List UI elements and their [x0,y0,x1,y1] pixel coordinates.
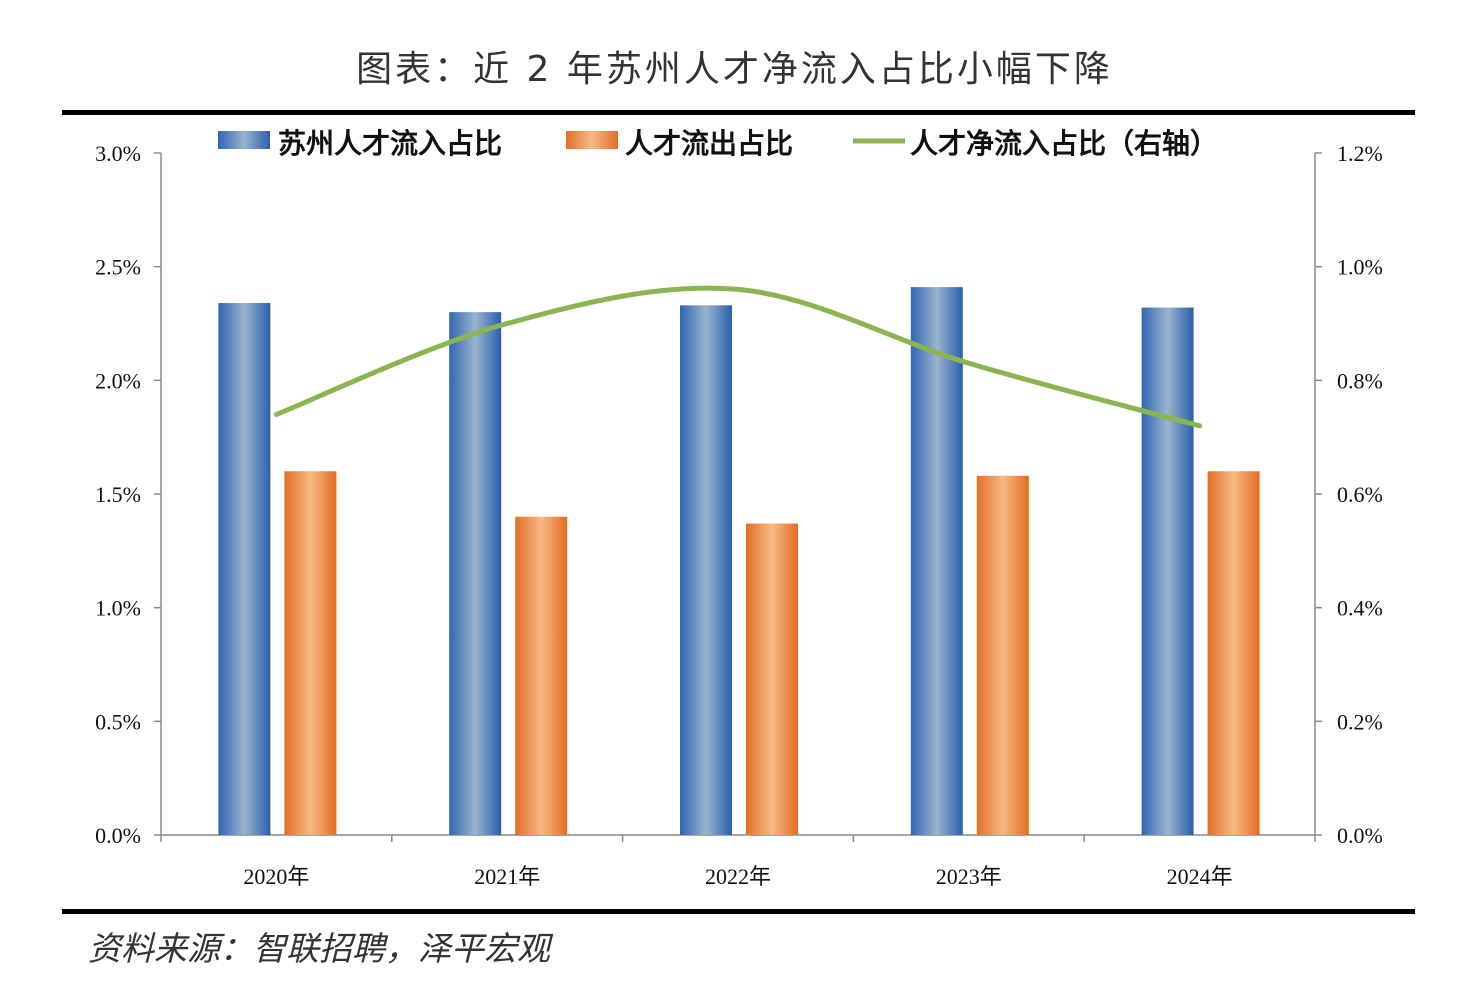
legend-swatch-inflow [218,131,270,149]
top-rule [62,110,1415,115]
bottom-rule [62,909,1415,914]
y-left-tick-label: 2.5% [95,255,141,280]
inflow-bar [680,305,732,835]
inflow-bar [1141,307,1194,835]
outflow-bar [746,523,798,835]
y-left-tick-label: 0.5% [95,709,141,734]
legend-label-outflow: 人才流出占比 [625,127,793,160]
y-right-tick-label: 0.6% [1337,482,1383,507]
outflow-bar [1207,471,1260,835]
axes: 0.0% 0.5% 1.0% 1.5% 2.0% 2.5% 3.0% 0.0% 0.2% 0.4%… [95,141,1383,889]
legend: 苏州人才流入占比 人才流出占比 人才净流入占比（右轴） [218,127,1218,160]
y-left-tick-label: 1.0% [95,596,141,621]
outflow-bar [284,471,337,835]
y-left-tick-label: 1.5% [95,482,141,507]
legend-label-net: 人才净流入占比（右轴） [910,127,1218,160]
y-left-tick-label: 0.0% [95,823,141,848]
legend-swatch-outflow [566,131,618,149]
outflow-bar [515,516,568,835]
net-inflow-path [273,285,1203,429]
y-left-tick-label: 2.0% [95,368,141,393]
y-right-tick-label: 0.2% [1337,709,1383,734]
x-tick-label: 2022年 [705,864,771,889]
y-right-tick-label: 1.2% [1337,141,1383,166]
x-tick-label: 2024年 [1167,864,1233,889]
inflow-bar [218,303,271,835]
inflow-bar [449,312,502,836]
inflow-bar [910,287,963,835]
x-tick-label: 2021年 [474,864,540,889]
y-left-tick-label: 3.0% [95,141,141,166]
source-note: 资料来源：智联招聘，泽平宏观 [88,929,550,968]
y-right-tick-label: 0.0% [1337,823,1383,848]
chart-title: 图表：近 2 年苏州人才净流入占比小幅下降 [356,49,1113,90]
bars [218,287,1260,836]
y-right-tick-label: 0.8% [1337,368,1383,393]
y-right-tick-label: 1.0% [1337,255,1383,280]
x-tick-label: 2020年 [243,864,309,889]
x-tick-label: 2023年 [936,864,1002,889]
y-right-tick-label: 0.4% [1337,596,1383,621]
legend-label-inflow: 苏州人才流入占比 [278,127,502,160]
outflow-bar [976,475,1029,835]
net-inflow-line [273,285,1203,429]
